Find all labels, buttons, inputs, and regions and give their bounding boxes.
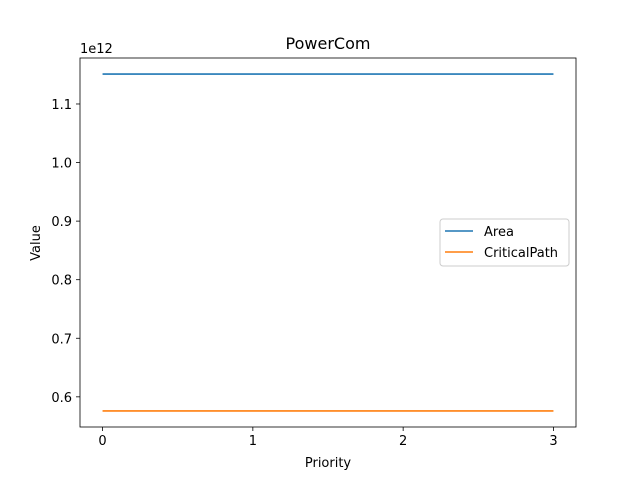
y-tick-label: 1.0 xyxy=(51,157,72,172)
x-tick-label: 3 xyxy=(549,434,557,449)
x-axis: 0 1 2 3 xyxy=(98,427,558,449)
x-tick-label: 2 xyxy=(399,434,407,449)
y-axis-offset-label: 1e12 xyxy=(80,42,113,57)
legend-label: Area xyxy=(484,225,514,240)
x-tick-label: 1 xyxy=(249,434,257,449)
y-tick-label: 0.8 xyxy=(51,274,72,289)
y-axis-label: Value xyxy=(29,225,44,261)
legend: Area CriticalPath xyxy=(439,218,570,267)
x-axis-label: Priority xyxy=(305,456,352,471)
plot-area xyxy=(79,57,577,428)
chart-title: PowerCom xyxy=(286,34,371,53)
legend-label: CriticalPath xyxy=(484,246,558,261)
y-axis: 0.6 0.7 0.8 0.9 1.0 1.1 xyxy=(51,98,80,406)
x-tick-label: 0 xyxy=(98,434,106,449)
y-tick-label: 1.1 xyxy=(51,98,72,113)
series-lines xyxy=(102,73,554,412)
plot-frame xyxy=(79,57,577,428)
y-tick-label: 0.7 xyxy=(51,332,72,347)
y-tick-label: 0.9 xyxy=(51,215,72,230)
y-tick-label: 0.6 xyxy=(51,391,72,406)
